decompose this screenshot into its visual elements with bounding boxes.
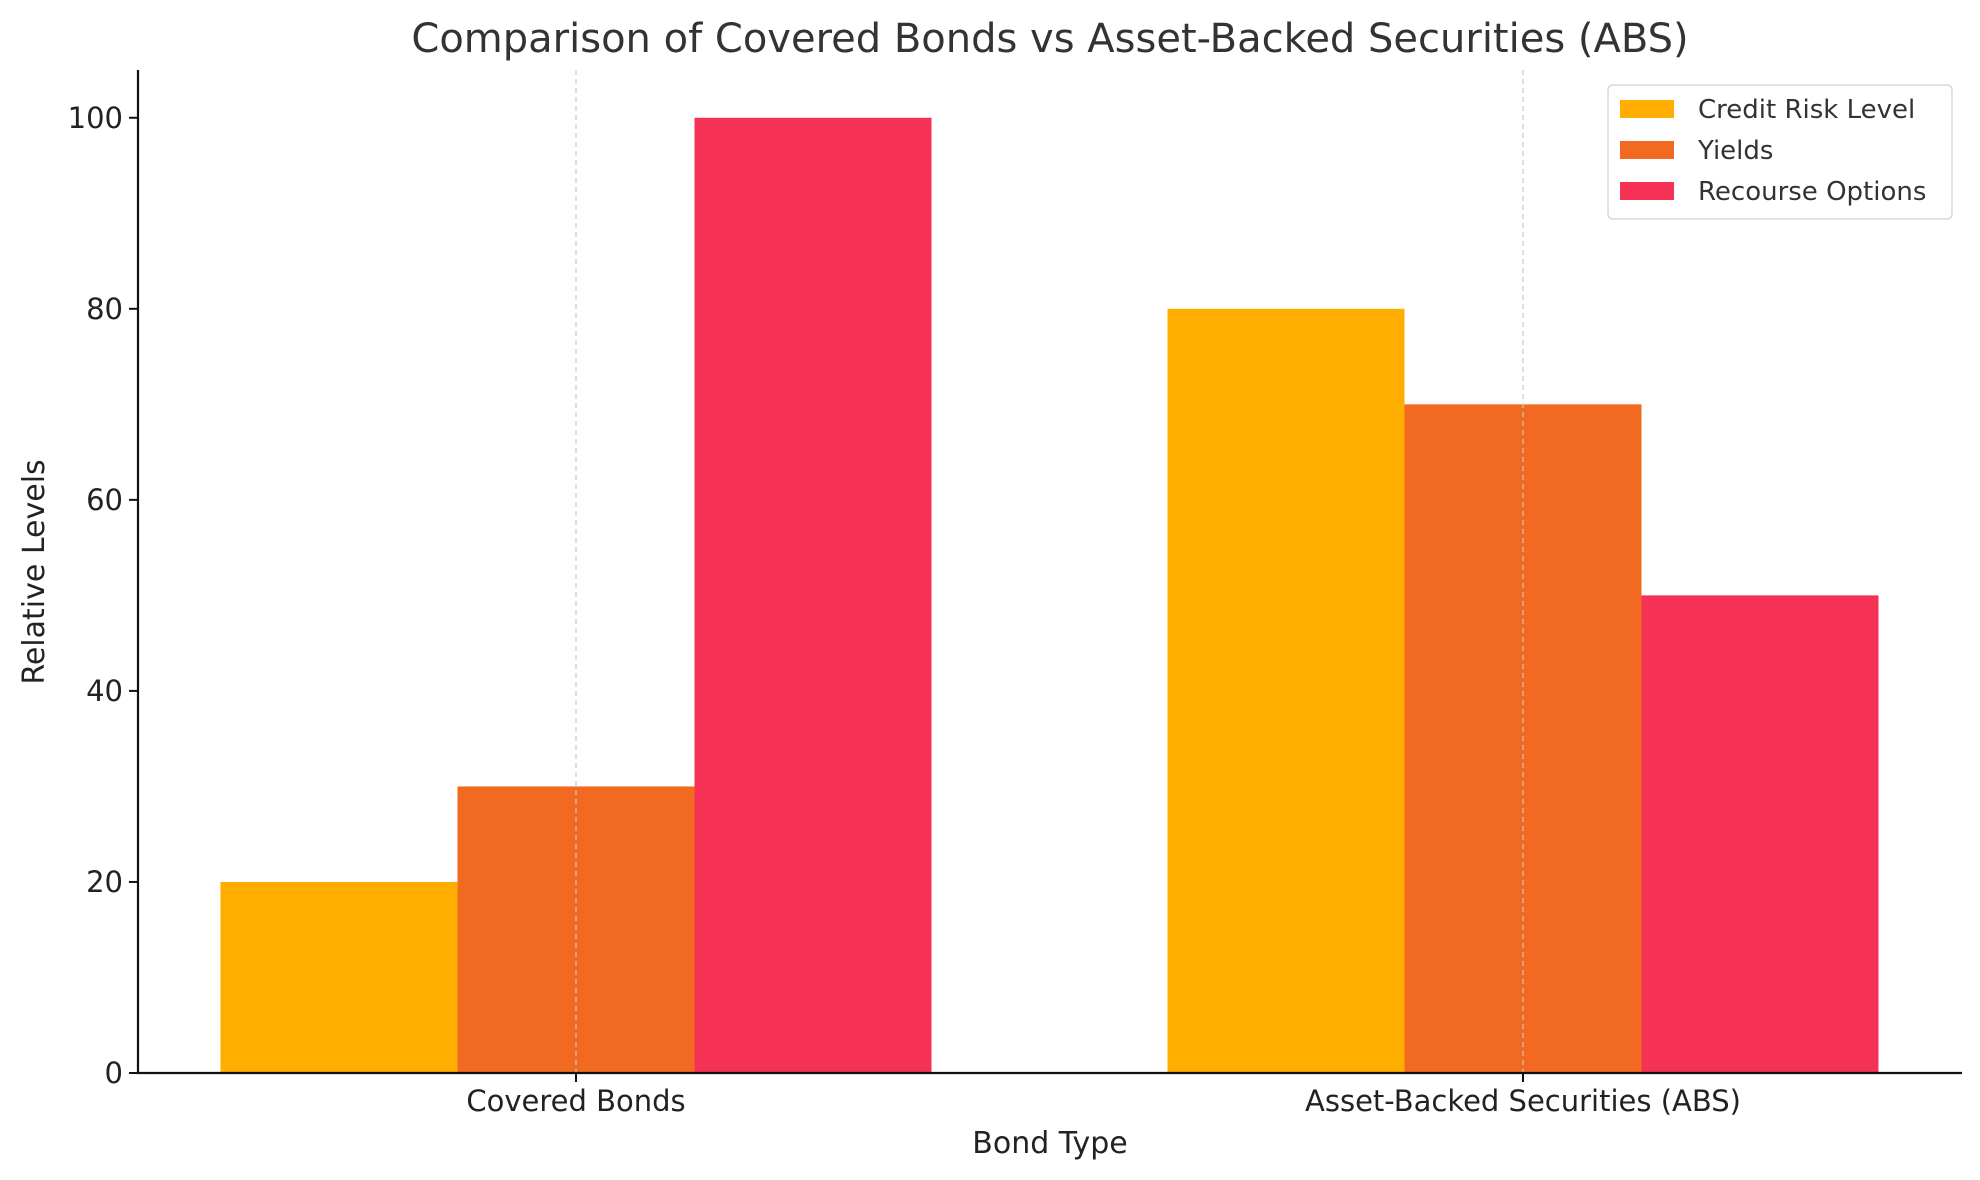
chart-title: Comparison of Covered Bonds vs Asset-Bac…: [411, 16, 1688, 62]
x-tick-label-1: Asset-Backed Securities (ABS): [1305, 1084, 1741, 1118]
x-tick-label-0: Covered Bonds: [466, 1084, 685, 1118]
bar-recourse-options-1: [1641, 595, 1879, 1073]
legend-label-1: Yields: [1697, 136, 1773, 166]
y-tick-label-40: 40: [86, 674, 123, 708]
plot-area: 0 20 40 60 80 100 Covered Bonds Asset-Backed Se…: [68, 70, 1962, 1118]
y-tick-label-0: 0: [105, 1056, 123, 1090]
legend-box: [1607, 84, 1953, 220]
y-tick-label-60: 60: [86, 483, 123, 517]
legend-swatch-0: [1620, 100, 1674, 118]
y-tick-label-20: 20: [86, 865, 123, 899]
legend-label-2: Recourse Options: [1698, 177, 1926, 207]
bar-credit-risk-level-0: [220, 881, 458, 1073]
legend-label-0: Credit Risk Level: [1698, 95, 1915, 125]
legend-swatch-2: [1620, 182, 1674, 200]
y-tick-label-80: 80: [86, 292, 123, 326]
x-axis-label: Bond Type: [972, 1126, 1127, 1161]
legend-swatch-1: [1620, 141, 1674, 159]
bar-credit-risk-level-1: [1167, 308, 1405, 1073]
y-axis-label: Relative Levels: [17, 459, 52, 684]
legend: Credit Risk Level Yields Recourse Options: [1607, 84, 1953, 220]
bar-recourse-options-0: [694, 117, 932, 1073]
y-tick-label-100: 100: [68, 101, 123, 135]
